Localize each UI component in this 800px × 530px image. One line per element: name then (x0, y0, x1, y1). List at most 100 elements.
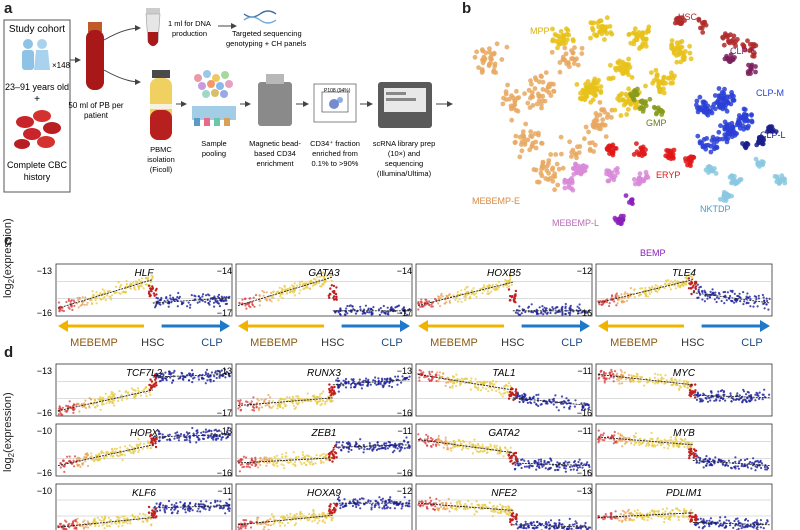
expression-point (241, 463, 244, 466)
y-tick-top: −13 (217, 426, 232, 436)
expression-point (299, 289, 302, 292)
expression-point (78, 457, 82, 460)
expression-point (139, 394, 143, 397)
mag-line2: based CD34 (254, 149, 296, 158)
expression-point (319, 459, 322, 462)
expression-point (560, 395, 564, 398)
expression-point (107, 516, 110, 519)
expression-point (737, 467, 741, 470)
umap-cell-point (558, 29, 564, 34)
expression-point (525, 465, 529, 468)
expression-point (444, 384, 447, 387)
expression-point (470, 289, 474, 292)
expression-point (72, 299, 75, 302)
expression-point (96, 516, 99, 519)
expression-point (253, 409, 256, 412)
expression-point (705, 455, 708, 458)
expression-point (374, 376, 377, 379)
expression-point (406, 313, 409, 316)
expression-point (472, 292, 475, 295)
expression-point (84, 296, 87, 299)
hsc-point (154, 377, 158, 380)
expression-point (112, 402, 115, 405)
expression-point (665, 279, 668, 282)
expression-point (629, 295, 632, 298)
expression-point (72, 520, 75, 523)
hsc-point (508, 457, 511, 460)
expression-point (124, 445, 127, 448)
expression-point (472, 287, 475, 290)
umap-cell-point (729, 120, 735, 126)
cluster-label-eryp: ERYP (656, 170, 680, 180)
expression-point (521, 395, 524, 398)
expression-point (351, 305, 354, 308)
expression-point (754, 469, 757, 472)
hsc-point (688, 456, 691, 460)
expression-point (509, 446, 512, 449)
expression-point (294, 406, 297, 409)
trend-line (237, 276, 333, 307)
expression-point (743, 458, 747, 462)
expression-point (253, 305, 256, 308)
expression-point (265, 456, 268, 459)
hsc-point (694, 287, 697, 291)
expression-point (467, 290, 470, 294)
umap-cell-point (545, 84, 551, 90)
expression-point (677, 444, 680, 447)
expression-point (136, 387, 140, 390)
expression-point (474, 385, 477, 388)
expression-point (568, 465, 572, 469)
expression-point (714, 291, 717, 294)
umap-cell-point (625, 107, 631, 112)
expression-point (634, 432, 638, 435)
expression-point (186, 432, 189, 436)
expression-point (162, 302, 165, 305)
expression-point (621, 374, 624, 377)
expression-point (319, 285, 322, 288)
expression-point (420, 302, 423, 305)
expression-point (418, 376, 421, 379)
hsc-point (331, 386, 334, 390)
umap-cell-point (585, 79, 591, 84)
expression-point (491, 283, 494, 286)
expression-point (189, 372, 192, 375)
expression-point (84, 406, 88, 410)
expression-point (268, 405, 271, 408)
expression-point (651, 380, 654, 384)
expression-point (67, 298, 70, 301)
umap-cell-point (539, 173, 545, 179)
hsc-point (688, 389, 692, 392)
expression-point (188, 437, 191, 440)
expression-point (138, 444, 141, 447)
cohort-title: Study cohort (9, 24, 65, 35)
expression-point (712, 292, 715, 295)
hsc-point (155, 293, 158, 296)
expression-point (142, 287, 145, 290)
expression-point (257, 466, 260, 469)
umap-cell-point (768, 128, 774, 134)
umap-cell-point (567, 177, 573, 183)
hsc-point (148, 383, 151, 387)
expression-point (66, 455, 69, 458)
hsc-point (154, 440, 157, 443)
expression-point (388, 441, 392, 444)
expression-point (626, 292, 629, 295)
hsc-point (688, 282, 691, 285)
expression-point (564, 470, 567, 473)
expression-point (455, 381, 458, 384)
expression-point (269, 299, 272, 302)
umap-cell-point (590, 140, 595, 146)
expression-point (439, 305, 442, 308)
expression-point (283, 284, 286, 287)
expression-point (161, 377, 164, 380)
umap-cell-point (562, 180, 568, 185)
expression-point (734, 456, 737, 459)
lib-line3: sequencing (385, 159, 423, 168)
expression-point (118, 522, 121, 525)
hsc-point (155, 287, 158, 291)
expression-point (263, 398, 266, 402)
expression-point (377, 308, 381, 311)
expression-point (172, 371, 175, 374)
hsc-point (514, 455, 517, 458)
expression-point (276, 458, 280, 461)
